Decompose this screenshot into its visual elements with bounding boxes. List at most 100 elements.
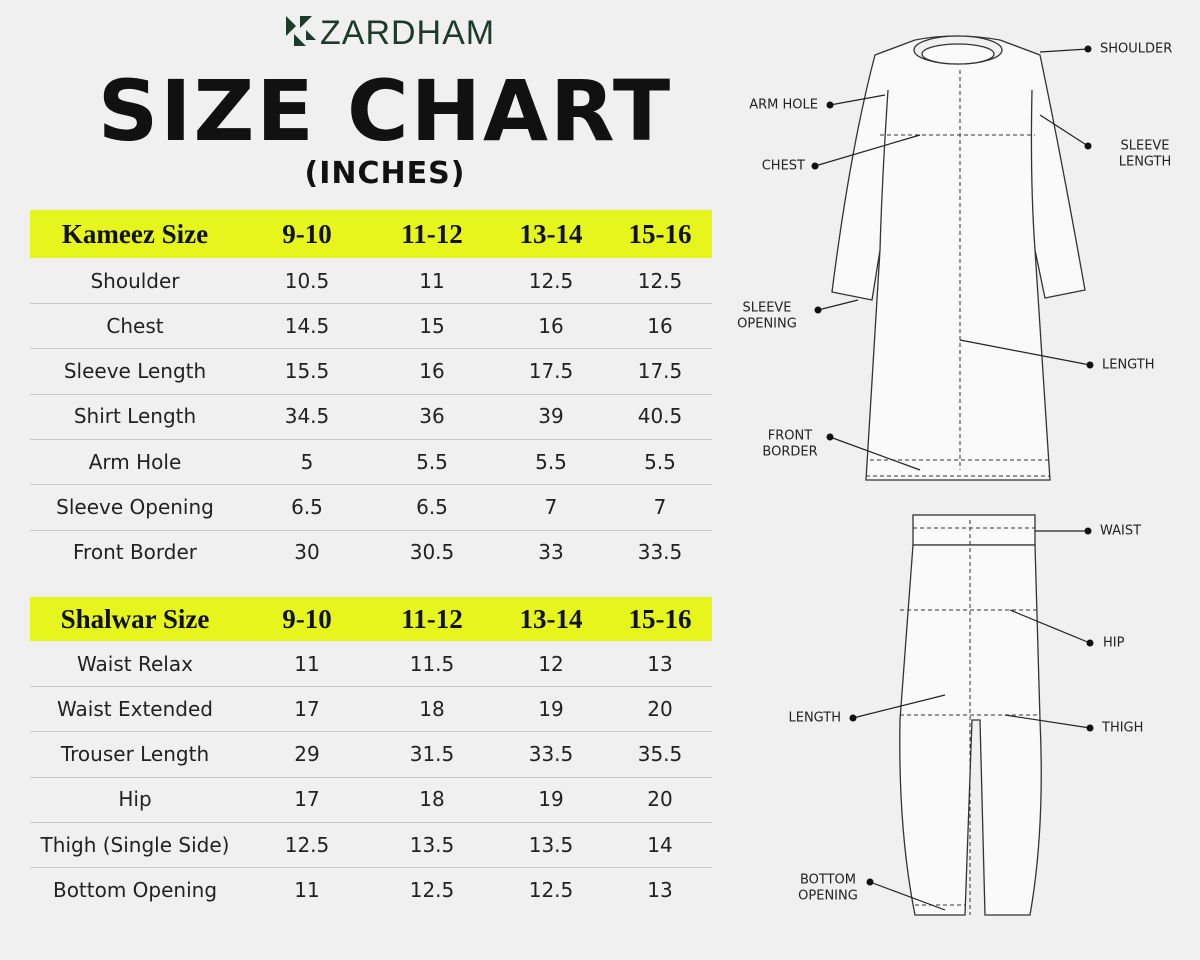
size-value: 13	[647, 651, 673, 676]
leader-dot	[1086, 639, 1094, 647]
size-value: 7	[544, 495, 558, 519]
size-value: 18	[419, 787, 445, 812]
row-label: Waist Relax	[77, 651, 193, 676]
diagram-label: CHEST	[762, 159, 805, 174]
brand-icon	[286, 16, 316, 46]
size-value: 12.5	[528, 268, 574, 293]
table-row: Waist Extended 17 18 19 20	[30, 686, 712, 733]
table-row: Chest 14.5 15 16 16	[30, 303, 712, 350]
leader-dot	[849, 714, 857, 722]
diagram-label: THIGH	[1101, 721, 1143, 736]
size-value: 33.5	[528, 742, 574, 767]
size-value: 19	[538, 787, 564, 812]
table-row: Sleeve Length 15.5 16 17.5 17.5	[30, 349, 712, 395]
size-value: 20	[647, 696, 673, 721]
size-value: 12.5	[284, 832, 330, 857]
header-cell: Kameez Size	[61, 218, 209, 249]
header-cell: 9-10	[282, 218, 332, 249]
row-label: Thigh (Single Side)	[40, 832, 230, 857]
size-value: 30.5	[409, 540, 455, 565]
size-value: 12.5	[528, 878, 574, 902]
size-value: 5	[300, 449, 314, 474]
size-value: 11.5	[409, 651, 455, 676]
table-row: Bottom Opening 11 12.5 12.5 13	[30, 868, 712, 913]
leader-dot	[1084, 45, 1092, 53]
row-label: Waist Extended	[57, 696, 213, 721]
diagram-label: BORDER	[762, 445, 817, 460]
row-label: Chest	[106, 313, 164, 338]
table-row: Shoulder 10.5 11 12.5 12.5	[30, 258, 712, 304]
leader-line	[959, 339, 1091, 366]
diagram-label: OPENING	[737, 317, 797, 332]
size-value: 35.5	[637, 742, 683, 767]
row-label: Trouser Length	[60, 742, 210, 767]
size-value: 5.5	[644, 449, 676, 474]
leader-dot	[826, 433, 834, 441]
size-value: 15.5	[284, 359, 330, 384]
diagram-label: FRONT	[768, 429, 812, 444]
size-value: 5.5	[416, 449, 448, 474]
diagram-label: BOTTOM	[800, 873, 856, 888]
size-value: 19	[538, 696, 564, 721]
brand-name: ZARDHAM	[320, 14, 496, 52]
leader-line	[814, 134, 921, 167]
header-cell: 11-12	[401, 603, 463, 634]
size-value: 34.5	[284, 404, 330, 429]
size-value: 13.5	[528, 832, 574, 857]
leader-dot	[814, 306, 822, 314]
table-row: Thigh (Single Side) 12.5 13.5 13.5 14	[30, 822, 712, 869]
row-label: Sleeve Opening	[56, 495, 214, 519]
diagram-label: LENGTH	[1102, 358, 1155, 373]
size-value: 33.5	[637, 540, 683, 565]
diagram-label: LENGTH	[1119, 155, 1172, 170]
leader-dot	[1086, 361, 1094, 369]
size-value: 12.5	[409, 878, 455, 902]
leader-line	[829, 94, 886, 106]
leader-dot	[1084, 142, 1092, 150]
row-label: Shirt Length	[73, 404, 197, 429]
size-value: 36	[419, 404, 445, 429]
size-value: 17.5	[637, 359, 683, 384]
size-value: 5.5	[535, 449, 567, 474]
diagram-label: SLEEVE	[1120, 139, 1169, 154]
size-value: 16	[419, 359, 445, 384]
diagram-label: WAIST	[1100, 524, 1141, 539]
table-row: Shirt Length 34.5 36 39 40.5	[30, 394, 712, 440]
size-value: 17	[294, 696, 320, 721]
size-value: 33	[538, 540, 564, 565]
row-label: Shoulder	[90, 268, 180, 293]
size-value: 6.5	[416, 495, 448, 519]
leader-line	[852, 694, 946, 719]
size-value: 31.5	[409, 742, 455, 767]
size-value: 13.5	[409, 832, 455, 857]
size-value: 17.5	[528, 359, 574, 384]
leader-line	[817, 299, 859, 311]
leader-line	[869, 881, 946, 911]
size-value: 17	[294, 787, 320, 812]
size-value: 12	[538, 651, 564, 676]
table-row: Sleeve Opening 6.5 6.5 7 7	[30, 485, 712, 531]
table-header-row: Shalwar Size 9-10 11-12 13-14 15-16	[30, 597, 712, 641]
size-value: 13	[647, 878, 673, 902]
size-value: 14	[647, 832, 673, 857]
row-label: Sleeve Length	[63, 359, 207, 384]
size-value: 11	[419, 268, 445, 293]
table-row: Waist Relax 11 11.5 12 13	[30, 641, 712, 687]
row-label: Hip	[118, 787, 152, 812]
leader-line	[1039, 114, 1089, 147]
diagram-label: HIP	[1103, 636, 1125, 651]
leader-line	[829, 436, 921, 471]
size-value: 10.5	[284, 268, 330, 293]
leader-dot	[866, 878, 874, 886]
leader-dot	[826, 101, 834, 109]
header-cell: 15-16	[628, 218, 692, 249]
size-value: 6.5	[291, 495, 323, 519]
header-cell: Shalwar Size	[60, 603, 210, 634]
size-value: 40.5	[637, 404, 683, 429]
title: SIZE CHART	[97, 62, 673, 160]
leader-dot	[1084, 527, 1092, 535]
size-value: 11	[294, 878, 320, 902]
